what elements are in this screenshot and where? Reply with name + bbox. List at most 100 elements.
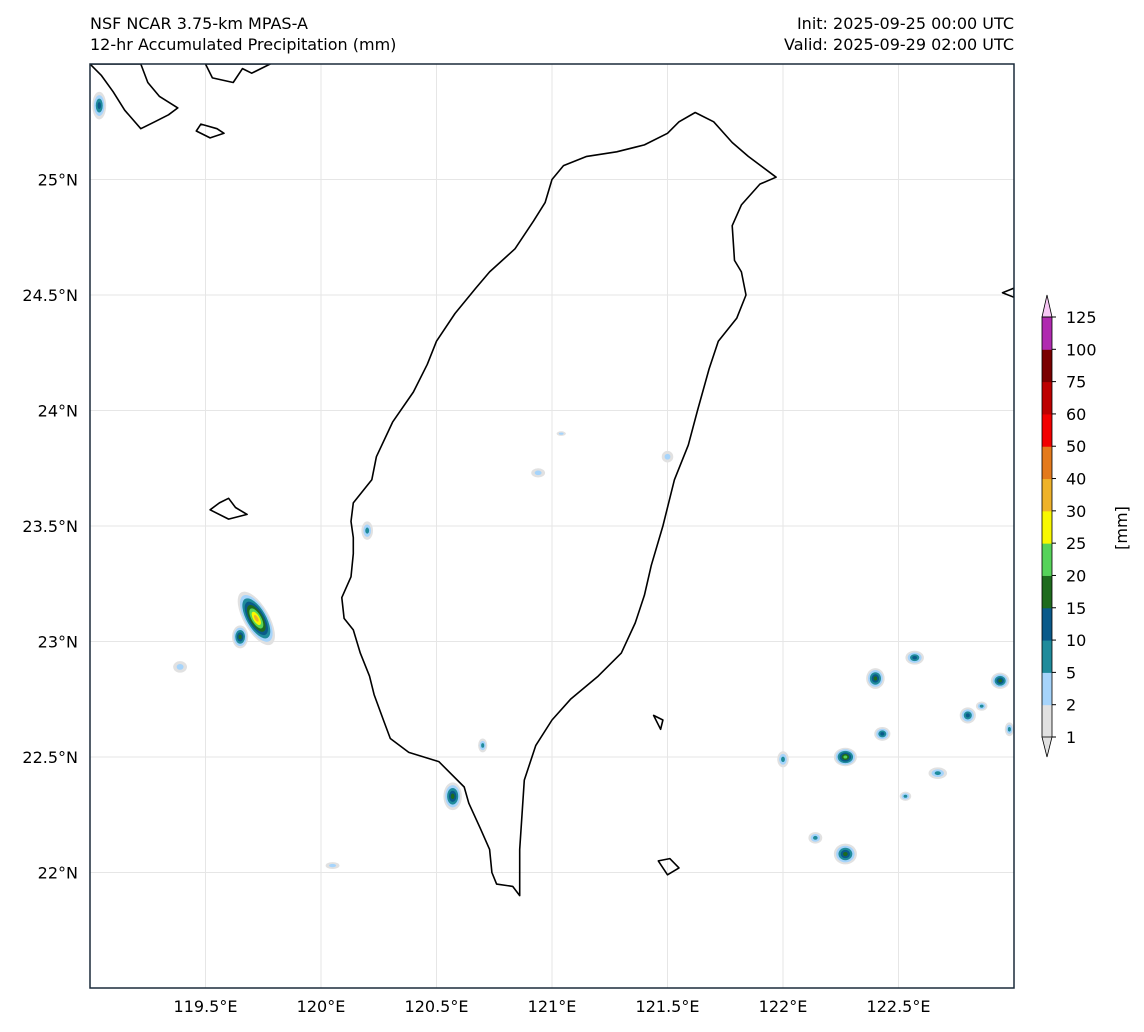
precip-cell <box>874 726 891 741</box>
precip-cell <box>443 782 462 811</box>
precip-contour <box>558 432 564 435</box>
precip-cell <box>959 707 976 724</box>
precip-cell <box>899 791 912 801</box>
colorbar-segment <box>1042 640 1052 673</box>
lat-tick-label: 24°N <box>38 402 78 421</box>
precip-contour <box>998 679 1002 683</box>
lon-tick-label: 121°E <box>528 997 577 1016</box>
coastlines <box>90 64 1014 897</box>
precip-cell <box>808 832 823 844</box>
colorbar-segment <box>1042 510 1052 544</box>
colorbar-segment <box>1042 607 1052 641</box>
precip-cell <box>325 862 340 870</box>
colorbar-tick-label: 40 <box>1066 470 1086 489</box>
colorbar-segment <box>1042 381 1052 415</box>
precip-contour <box>253 615 259 622</box>
colorbar-segment <box>1042 317 1052 350</box>
lat-tick-label: 24.5°N <box>22 286 78 305</box>
precip-contour <box>934 771 941 776</box>
init-time: Init: 2025-09-25 00:00 UTC <box>796 14 1014 33</box>
precip-cell <box>928 767 948 779</box>
precip-contour <box>873 676 878 681</box>
precip-cell <box>777 751 789 768</box>
colorbar-tick-label: 25 <box>1066 534 1086 553</box>
precip-contour <box>843 755 848 759</box>
colorbar-segment <box>1042 575 1052 609</box>
precip-contour <box>979 704 984 708</box>
precip-contour <box>912 655 917 660</box>
precip-cell <box>905 650 924 665</box>
island-coastline <box>90 64 179 130</box>
precip-cell <box>531 468 546 478</box>
precip-contour <box>1007 726 1011 732</box>
island-coastline <box>652 714 664 731</box>
precip-cell <box>237 591 275 646</box>
field-title: 12-hr Accumulated Precipitation (mm) <box>90 35 397 54</box>
precip-contour <box>329 863 337 868</box>
colorbar-segment <box>1042 349 1052 383</box>
colorbar-tick-label: 30 <box>1066 502 1086 521</box>
precip-contour <box>534 470 542 476</box>
lon-tick-label: 122°E <box>759 997 808 1016</box>
precip-cell <box>173 661 188 673</box>
colorbar-extend-low <box>1041 736 1053 758</box>
colorbar-tick-label: 15 <box>1066 599 1086 618</box>
precip-contour <box>664 453 671 460</box>
lat-tick-label: 23.5°N <box>22 517 78 536</box>
colorbar-tick-label: 1 <box>1066 728 1076 747</box>
taiwan-coastline <box>340 111 777 897</box>
precip-contour <box>365 527 370 534</box>
precip-contour <box>176 664 184 670</box>
colorbar-tick-label: 50 <box>1066 437 1086 456</box>
island-coastline <box>209 497 248 520</box>
precipitation-field <box>92 91 1014 870</box>
lon-tick-label: 120°E <box>297 997 346 1016</box>
precip-contour <box>450 793 455 800</box>
map-frame <box>89 63 1015 989</box>
time-info: Init: 2025-09-25 00:00 UTC Valid: 2025-0… <box>784 13 1014 55</box>
lat-tick-label: 23°N <box>38 633 78 652</box>
precip-cell <box>556 431 566 436</box>
colorbar-tick-label: 60 <box>1066 405 1086 424</box>
graticule <box>90 64 1014 988</box>
colorbar-tick-label: 2 <box>1066 696 1076 715</box>
colorbar-segment <box>1042 672 1052 706</box>
precip-cell <box>833 747 857 767</box>
colorbar-segment <box>1042 446 1052 480</box>
colorbar-segment <box>1042 704 1052 738</box>
island-coastline <box>204 64 272 84</box>
precip-contour <box>965 713 970 718</box>
precip-cell <box>975 701 988 711</box>
lon-tick-label: 121.5°E <box>636 997 700 1016</box>
precip-cell <box>1004 722 1014 737</box>
lat-tick-label: 22°N <box>38 864 78 883</box>
island-coastline <box>195 123 225 139</box>
precip-contour <box>903 794 908 798</box>
colorbar-segment <box>1042 413 1052 447</box>
lon-tick-label: 119.5°E <box>174 997 238 1016</box>
precip-contour <box>238 634 242 640</box>
colorbar-tick-label: 20 <box>1066 566 1086 585</box>
precip-cell <box>232 625 249 649</box>
colorbar-outline <box>1041 316 1053 738</box>
colorbar-tick-label: 100 <box>1066 340 1097 359</box>
precip-cell <box>361 521 373 540</box>
valid-time: Valid: 2025-09-29 02:00 UTC <box>783 35 1014 54</box>
lat-tick-label: 25°N <box>38 171 78 190</box>
precip-contour <box>880 732 885 736</box>
colorbar-unit-label: [mm] <box>1112 506 1131 550</box>
precip-cell <box>833 843 857 865</box>
lat-tick-label: 22.5°N <box>22 748 78 767</box>
precip-contour <box>481 743 485 748</box>
precip-cell <box>661 450 674 463</box>
precip-cell <box>866 668 885 689</box>
axis-ticks: 119.5°E 120°E 120.5°E 121°E 121.5°E 122°E 122.… <box>22 171 930 1017</box>
island-coastline <box>1001 287 1014 299</box>
precip-contour <box>813 835 818 840</box>
model-title: NSF NCAR 3.75-km MPAS-A <box>90 14 308 33</box>
colorbar-tick-label: 5 <box>1066 663 1076 682</box>
map-title: NSF NCAR 3.75-km MPAS-A 12-hr Accumulate… <box>90 13 396 55</box>
precip-contour <box>843 851 848 857</box>
